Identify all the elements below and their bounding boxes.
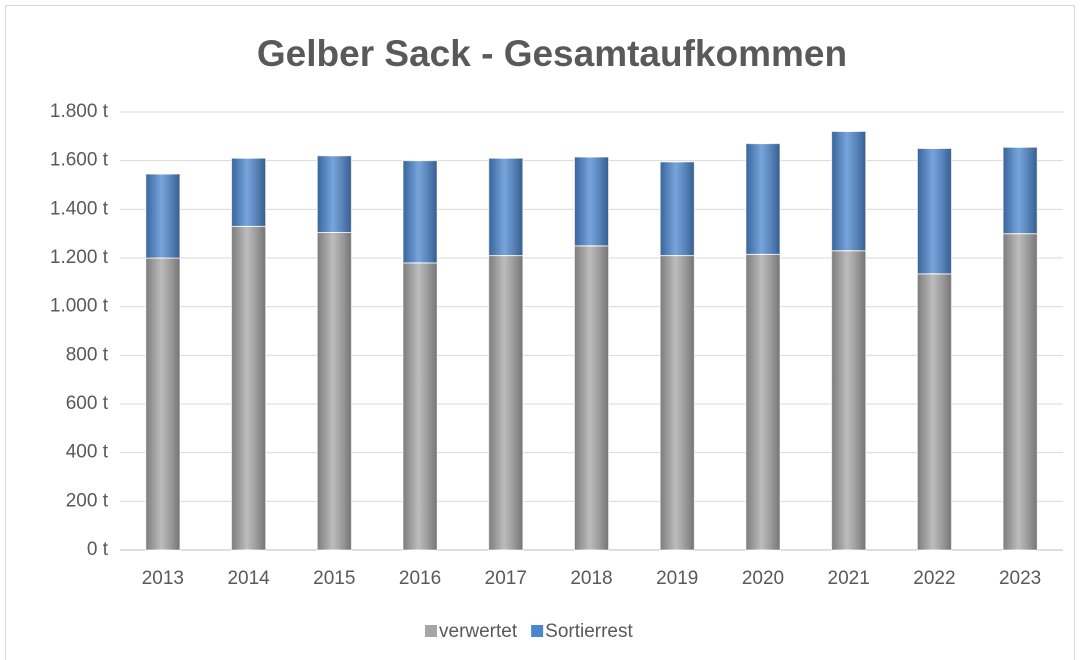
bar-shade	[1003, 147, 1038, 234]
bar-shade	[831, 250, 866, 550]
bar-shade	[231, 226, 266, 550]
bar-shade	[660, 255, 695, 551]
legend-swatch	[425, 625, 437, 637]
y-tick-label: 1.000 t	[50, 296, 109, 317]
y-tick-label: 600 t	[66, 393, 109, 414]
bar-shade	[145, 174, 180, 258]
x-tick-label: 2015	[313, 568, 355, 589]
bar-shade	[488, 255, 523, 551]
y-tick-label: 0 t	[87, 539, 109, 560]
x-tick-label: 2022	[913, 568, 955, 589]
bar-shade	[1003, 233, 1038, 550]
legend-swatch	[531, 625, 544, 637]
y-tick-label: 1.600 t	[50, 150, 109, 171]
x-tick-label: 2018	[570, 568, 612, 589]
bar-shade	[745, 254, 780, 550]
y-tick-label: 1.400 t	[50, 198, 109, 219]
chart-title: Gelber Sack - Gesamtaufkommen	[257, 33, 847, 74]
y-tick-label: 1.800 t	[50, 101, 109, 122]
bar-shade	[574, 157, 609, 246]
x-tick-label: 2017	[485, 568, 527, 589]
bar-shade	[231, 158, 266, 227]
bar-shade	[574, 245, 609, 551]
bar-shade	[317, 232, 352, 550]
y-tick-label: 1.200 t	[50, 247, 109, 268]
x-tick-label: 2021	[828, 568, 870, 589]
x-tick-label: 2020	[742, 568, 784, 589]
legend-label: verwertet	[439, 621, 518, 642]
bar-shade	[660, 161, 695, 256]
y-tick-label: 400 t	[66, 442, 109, 463]
bar-shade	[831, 131, 866, 251]
x-tick-label: 2014	[227, 568, 270, 589]
x-tick-label: 2019	[656, 568, 698, 589]
x-tick-label: 2016	[399, 568, 441, 589]
x-tick-label: 2023	[999, 568, 1041, 589]
y-tick-label: 800 t	[66, 344, 109, 365]
bar-shade	[145, 258, 180, 550]
bar-shade	[745, 143, 780, 255]
bar-shade	[488, 158, 523, 256]
x-tick-label: 2013	[142, 568, 184, 589]
y-tick-label: 200 t	[66, 490, 109, 511]
bar-shade	[403, 160, 438, 263]
bar-shade	[917, 273, 952, 550]
bar-shade	[403, 262, 438, 550]
legend-label: Sortierrest	[545, 621, 633, 642]
bar-shade	[317, 155, 352, 233]
bar-shade	[917, 148, 952, 274]
chart-border	[5, 5, 1075, 660]
